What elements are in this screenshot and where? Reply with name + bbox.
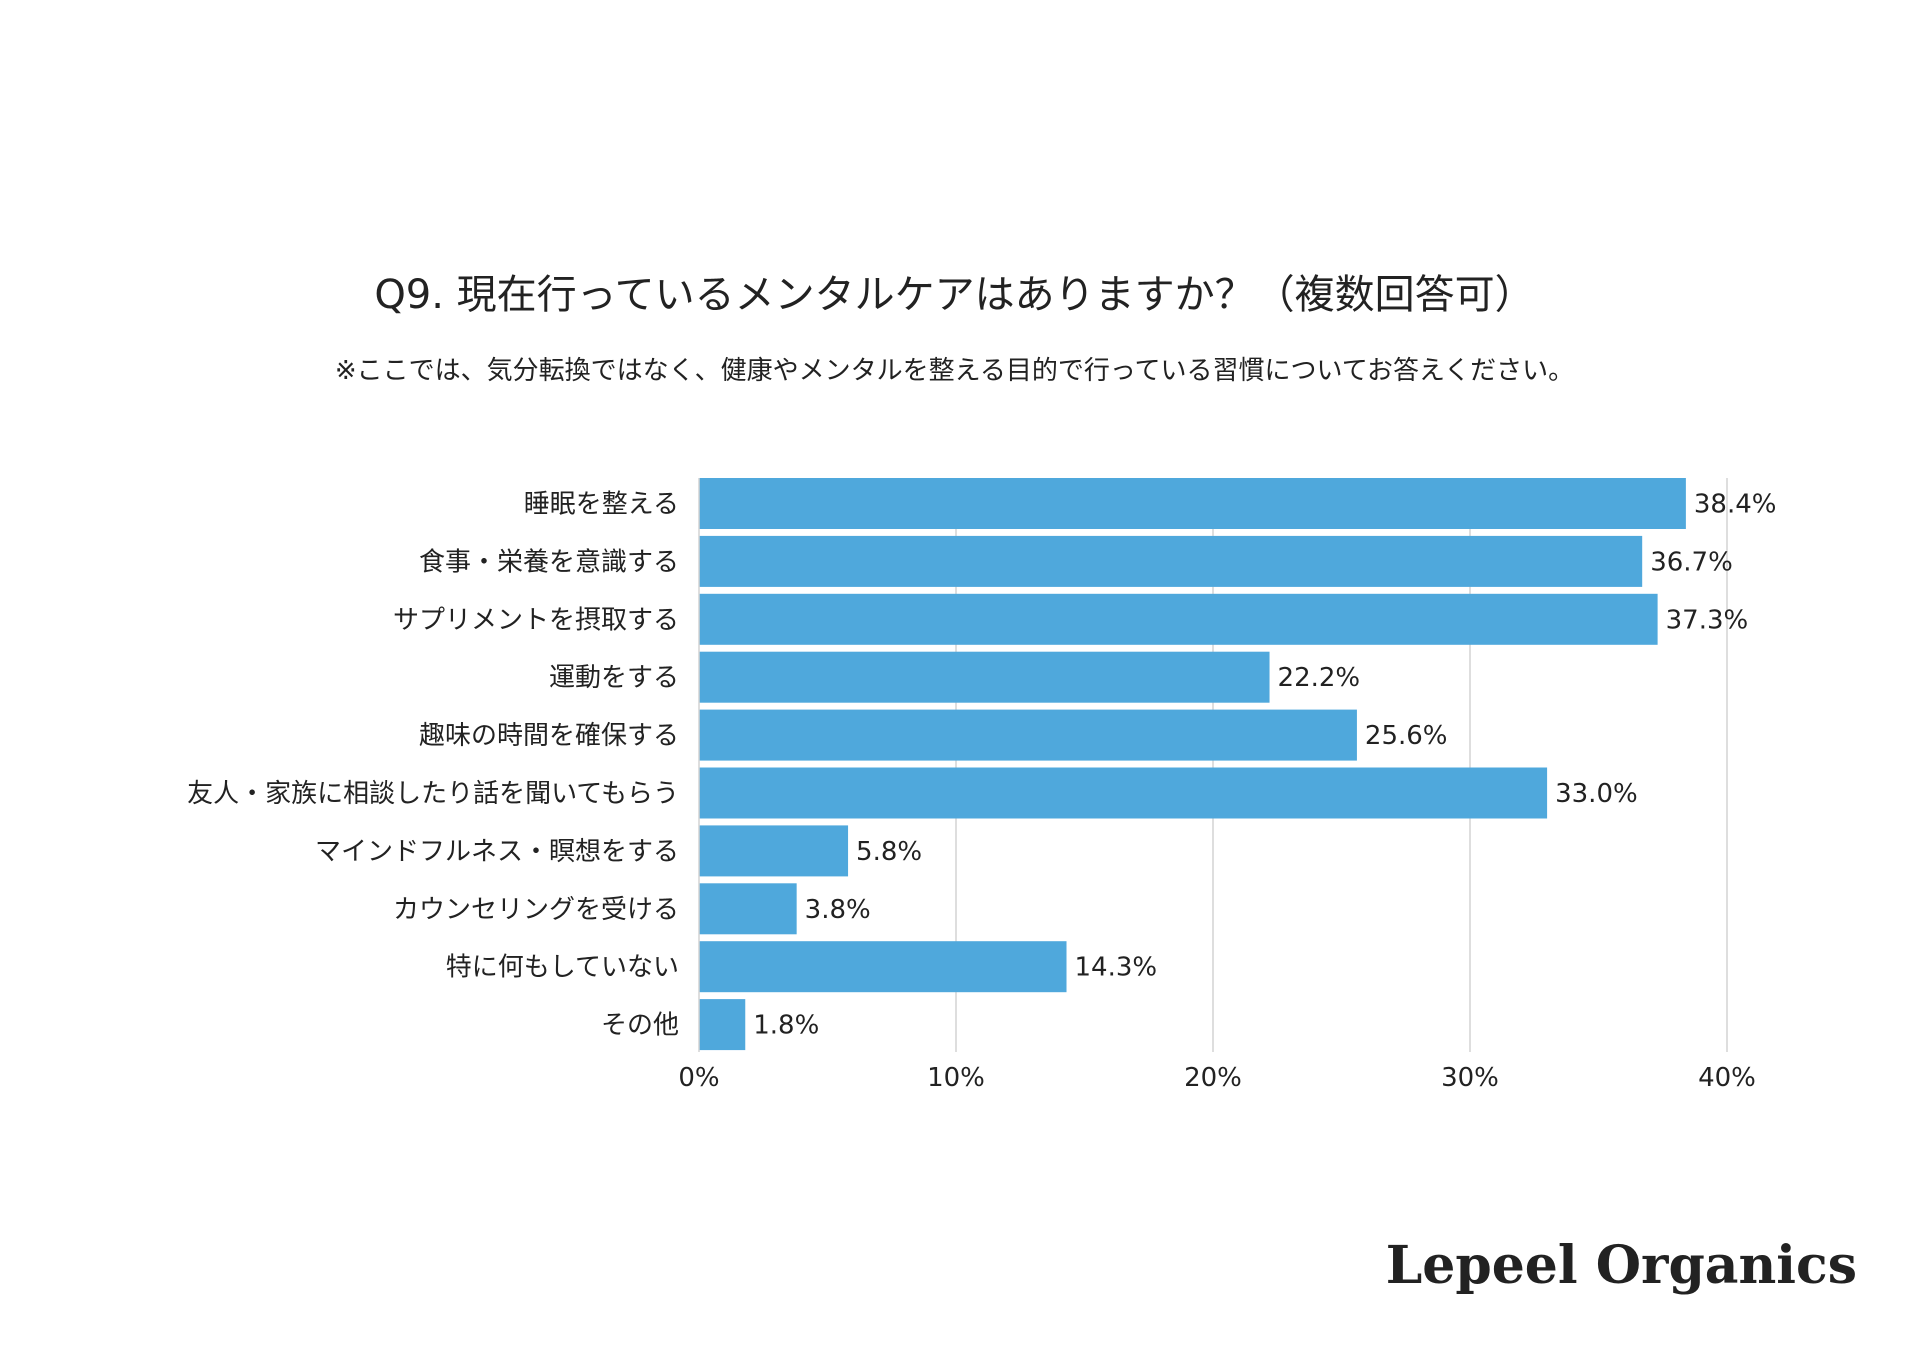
bar <box>699 941 1067 993</box>
category-label: 睡眠を整える <box>524 490 679 520</box>
bar <box>699 999 746 1051</box>
chart-subtitle: ※ここでは、気分転換ではなく、健康やメンタルを整える目的で行っている習慣について… <box>334 356 1575 386</box>
x-tick-label: 30% <box>1441 1063 1499 1093</box>
data-label: 38.4% <box>1694 490 1777 520</box>
bar <box>699 767 1548 819</box>
data-label: 37.3% <box>1666 605 1749 635</box>
category-label: 特に何もしていない <box>446 953 679 983</box>
bar <box>699 478 1686 529</box>
category-label: 友人・家族に相談したり話を聞いてもらう <box>187 779 679 809</box>
data-label: 14.3% <box>1075 953 1158 983</box>
category-label: 食事・栄養を意識する <box>419 547 679 577</box>
bar <box>699 535 1643 587</box>
data-label: 25.6% <box>1365 721 1448 751</box>
data-label: 5.8% <box>856 837 922 867</box>
chart-title: Q9. 現在行っているメンタルケアはありますか？（複数回答可） <box>374 272 1535 318</box>
data-label: 33.0% <box>1555 779 1638 809</box>
x-tick-label: 40% <box>1698 1063 1756 1093</box>
data-label: 22.2% <box>1278 663 1361 693</box>
data-label: 36.7% <box>1650 547 1733 577</box>
x-tick-label: 20% <box>1184 1063 1242 1093</box>
category-label: カウンセリングを受ける <box>393 895 679 925</box>
category-label: マインドフルネス・瞑想をする <box>315 837 679 867</box>
bar <box>699 883 797 935</box>
category-label: その他 <box>601 1011 679 1041</box>
category-label: サプリメントを摂取する <box>393 605 679 635</box>
brand-logo: Lepeel Organics <box>1385 1235 1857 1296</box>
data-label: 1.8% <box>753 1011 819 1041</box>
x-tick-label: 0% <box>678 1063 719 1093</box>
bar <box>699 651 1270 703</box>
category-label: 運動をする <box>549 663 679 693</box>
bar <box>699 825 849 877</box>
category-label: 趣味の時間を確保する <box>419 721 679 751</box>
bar <box>699 593 1658 645</box>
bar <box>699 709 1357 761</box>
x-tick-label: 10% <box>927 1063 985 1093</box>
data-label: 3.8% <box>805 895 871 925</box>
